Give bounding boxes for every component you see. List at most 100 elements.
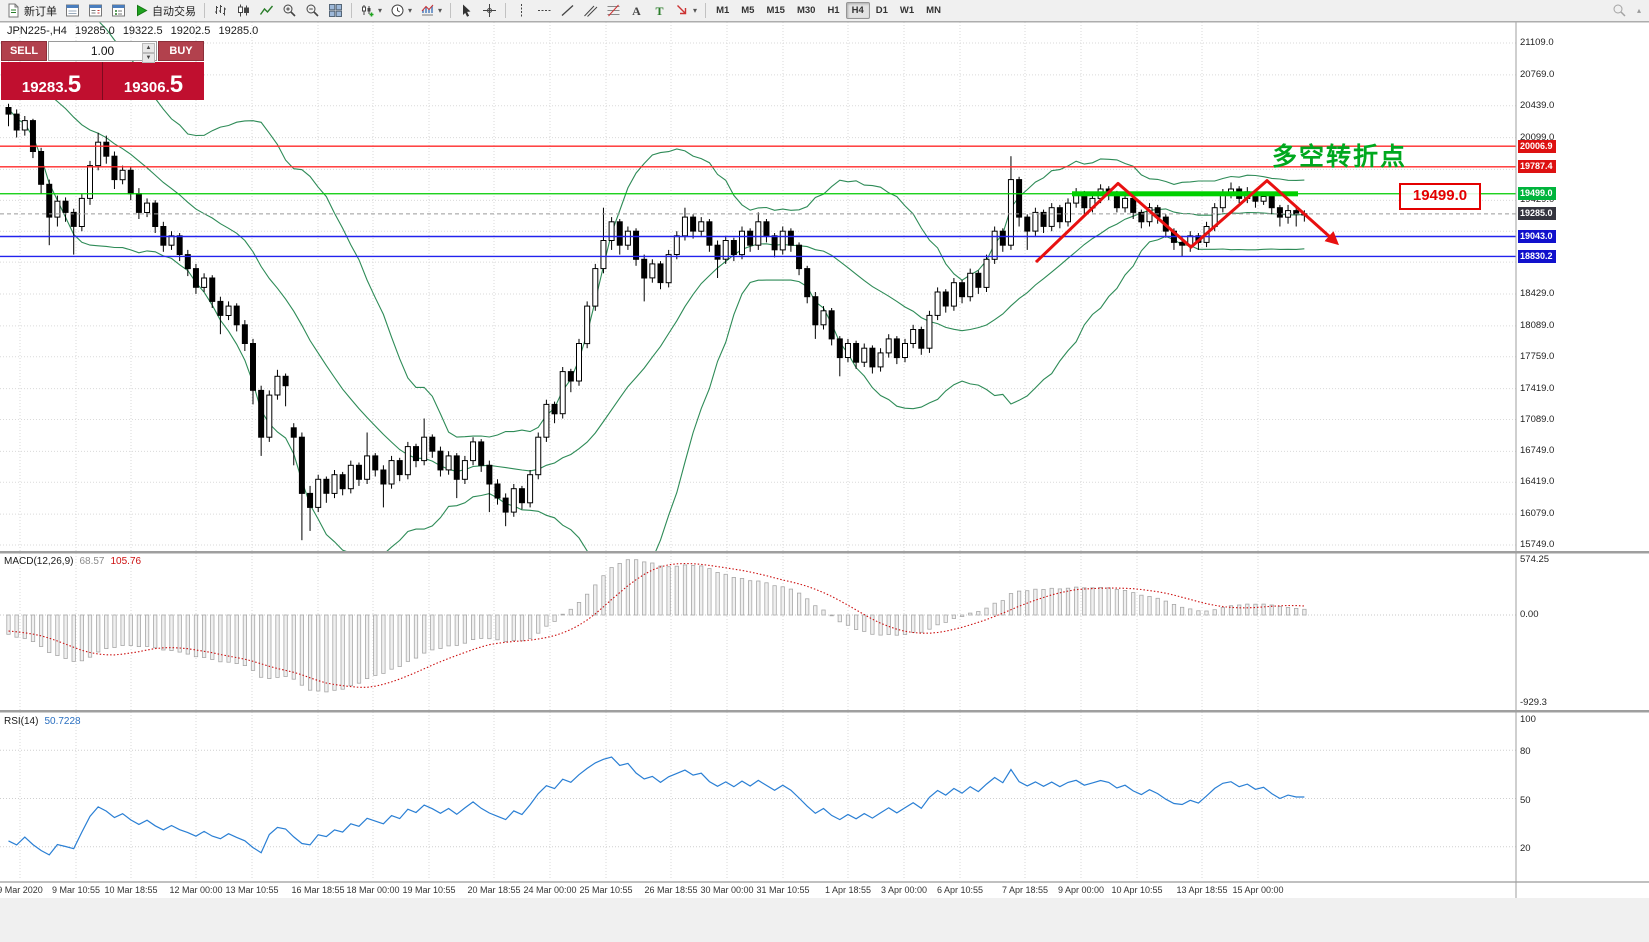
price-tag: 20006.9 <box>1518 140 1556 153</box>
horizontal-line-icon <box>538 10 552 11</box>
volume-input[interactable]: 1.00 ▲ ▼ <box>48 41 157 63</box>
macd-signal-value: 105.76 <box>110 556 142 567</box>
price-tag: 19499.0 <box>1518 187 1556 200</box>
label-tool[interactable]: T <box>648 0 671 21</box>
toolbar-separator <box>505 3 507 18</box>
tf-h1-button[interactable]: H1 <box>827 5 840 16</box>
candle-chart-button[interactable] <box>232 0 255 21</box>
time-axis-label: 10 Apr 10:55 <box>1111 885 1163 895</box>
text-tool[interactable]: A <box>625 0 648 21</box>
one-click-trading-panel: SELL 1.00 ▲ ▼ BUY 19283. 5 19306. 5 <box>1 41 204 100</box>
rsi-value: 50.7228 <box>44 716 81 727</box>
trendline-tool[interactable] <box>556 0 579 21</box>
trendline-icon <box>561 5 574 16</box>
navigator-icon <box>112 4 125 17</box>
scroll-top-icon[interactable]: ▴ <box>1636 5 1641 15</box>
autotrade-label: 自动交易 <box>152 5 196 18</box>
shapes-tool[interactable]: ▾ <box>671 0 701 21</box>
rsi-indicator-label: RSI(14) 50.7228 <box>4 716 81 727</box>
data-window-icon <box>89 4 102 17</box>
crosshair-tool-button[interactable] <box>478 0 501 21</box>
arrow-shape-icon <box>677 5 687 15</box>
crosshair-icon <box>483 4 497 17</box>
time-axis-label: 13 Apr 18:55 <box>1176 885 1228 895</box>
time-axis-label: 9 Apr 00:00 <box>1057 885 1105 895</box>
buy-price-pip: 5 <box>169 71 184 98</box>
time-axis-label: 9 Mar 10:55 <box>51 885 101 895</box>
sell-price-main: 19283. <box>21 79 68 96</box>
sell-button[interactable]: SELL <box>1 41 47 61</box>
dropdown-caret: ▾ <box>378 5 383 15</box>
cursor-tool-button[interactable] <box>455 0 478 21</box>
zoom-out-icon <box>306 4 319 17</box>
time-axis-label: 25 Mar 10:55 <box>579 885 633 895</box>
autotrade-play-icon <box>137 4 148 17</box>
volume-up-icon[interactable]: ▲ <box>142 43 155 53</box>
tile-windows-button[interactable] <box>324 0 347 21</box>
candle-chart-icon <box>238 4 249 17</box>
cursor-icon <box>463 4 471 17</box>
navigator-button[interactable] <box>107 0 130 21</box>
indicators-button[interactable]: ▾ <box>416 0 446 21</box>
macd-indicator-label: MACD(12,26,9) 68.57 105.76 <box>4 556 141 567</box>
toolbar-separator <box>351 3 352 18</box>
time-axis-label: 20 Mar 18:55 <box>467 885 521 895</box>
price-callout-box: 19499.0 <box>1399 183 1481 210</box>
tf-m30-button[interactable]: M30 <box>796 5 816 16</box>
price-axis-label: 16079.0 <box>1520 508 1555 519</box>
line-chart-button[interactable] <box>255 0 278 21</box>
ohlc-high: 19322.5 <box>122 25 163 37</box>
price-axis-label: 20769.0 <box>1520 69 1555 80</box>
price-axis[interactable]: 21109.020769.020439.020099.019429.018429… <box>1516 22 1649 898</box>
macd-scale-label: 574.25 <box>1520 554 1550 565</box>
vertical-line-tool[interactable] <box>510 0 533 21</box>
tf-m1-button[interactable]: M1 <box>716 5 730 16</box>
autotrade-button[interactable]: 自动交易 <box>130 0 200 21</box>
search-icon[interactable] <box>1612 3 1627 18</box>
market-watch-icon <box>66 4 79 17</box>
zoom-in-button[interactable] <box>278 0 301 21</box>
volume-down-icon[interactable]: ▼ <box>142 53 155 63</box>
svg-text:T: T <box>656 4 664 18</box>
time-axis[interactable]: 9 Mar 2020 9 Mar 10:55 10 Mar 18:55 12 Mar … <box>0 882 1516 898</box>
macd-name: MACD(12,26,9) <box>4 556 74 567</box>
market-watch-button[interactable] <box>61 0 84 21</box>
bar-chart-icon <box>215 5 226 16</box>
price-tag: 19043.0 <box>1518 230 1556 243</box>
new-chart-button[interactable]: ▾ <box>356 0 386 21</box>
tf-mn-button[interactable]: MN <box>926 5 941 16</box>
rsi-scale-label: 20 <box>1520 843 1531 854</box>
zoom-out-button[interactable] <box>301 0 324 21</box>
time-axis-label: 12 Mar 00:00 <box>169 885 223 895</box>
tf-w1-button[interactable]: W1 <box>899 5 915 16</box>
label-icon: T <box>656 4 664 18</box>
new-order-label: 新订单 <box>24 5 57 18</box>
sell-price-button[interactable]: 19283. 5 <box>1 62 102 100</box>
price-axis-label: 17419.0 <box>1520 383 1555 394</box>
channel-tool[interactable] <box>579 0 602 21</box>
horizontal-line-tool[interactable] <box>533 0 556 21</box>
indicators-icon <box>421 4 434 16</box>
buy-price-button[interactable]: 19306. 5 <box>102 62 204 100</box>
price-tag: 19285.0 <box>1518 207 1556 220</box>
time-axis-label: 10 Mar 18:55 <box>104 885 158 895</box>
buy-button[interactable]: BUY <box>158 41 204 61</box>
time-axis-label: 6 Apr 10:55 <box>936 885 984 895</box>
bar-chart-button[interactable] <box>209 0 232 21</box>
volume-spinner[interactable]: ▲ ▼ <box>142 43 155 63</box>
data-window-button[interactable] <box>84 0 107 21</box>
turning-point-annotation: 多空转折点 <box>1272 143 1408 171</box>
tf-m15-button[interactable]: M15 <box>766 5 785 16</box>
rsi-scale-label: 50 <box>1520 795 1531 806</box>
price-axis-label: 16419.0 <box>1520 476 1555 487</box>
period-clock-button[interactable]: ▾ <box>386 0 416 21</box>
tf-d1-button[interactable]: D1 <box>875 5 888 16</box>
tf-h4-button[interactable]: H4 <box>845 2 870 19</box>
new-chart-icon <box>362 5 374 17</box>
fibonacci-tool[interactable] <box>602 0 625 21</box>
new-order-button[interactable]: 新订单 <box>2 0 61 21</box>
time-axis-label: 30 Mar 00:00 <box>700 885 754 895</box>
tf-m5-button[interactable]: M5 <box>741 5 755 16</box>
